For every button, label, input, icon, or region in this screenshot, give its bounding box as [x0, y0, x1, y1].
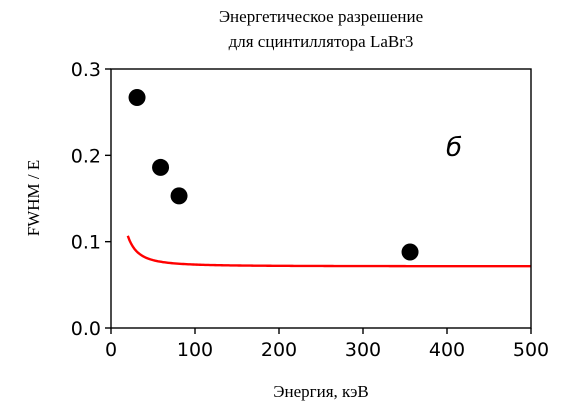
y-tick-label: 0.2 — [71, 145, 101, 167]
x-axis-label: Энергия, кэВ — [273, 382, 368, 401]
y-tick-label: 0.1 — [71, 232, 101, 254]
data-point — [128, 88, 146, 106]
x-tick-label: 0 — [105, 339, 117, 361]
chart-title-line-2: для сцинтиллятора LaBr3 — [229, 32, 414, 51]
x-tick-label: 200 — [261, 339, 297, 361]
fit-curve — [126, 235, 531, 268]
x-tick-label: 400 — [429, 339, 465, 361]
data-point — [152, 158, 170, 176]
plot-frame — [110, 68, 532, 329]
x-tick-label: 100 — [177, 339, 213, 361]
chart-title-line-1: Энергетическое разрешение — [219, 7, 423, 26]
data-point — [170, 187, 188, 205]
x-tick-label: 500 — [513, 339, 549, 361]
x-tick-label: 300 — [345, 339, 381, 361]
y-tick-label: 0.3 — [71, 59, 101, 81]
data-point — [401, 243, 419, 261]
panel-label: б — [446, 133, 462, 163]
y-tick-label: 0.0 — [71, 318, 101, 340]
y-axis-label: FWHM / E — [24, 160, 43, 237]
